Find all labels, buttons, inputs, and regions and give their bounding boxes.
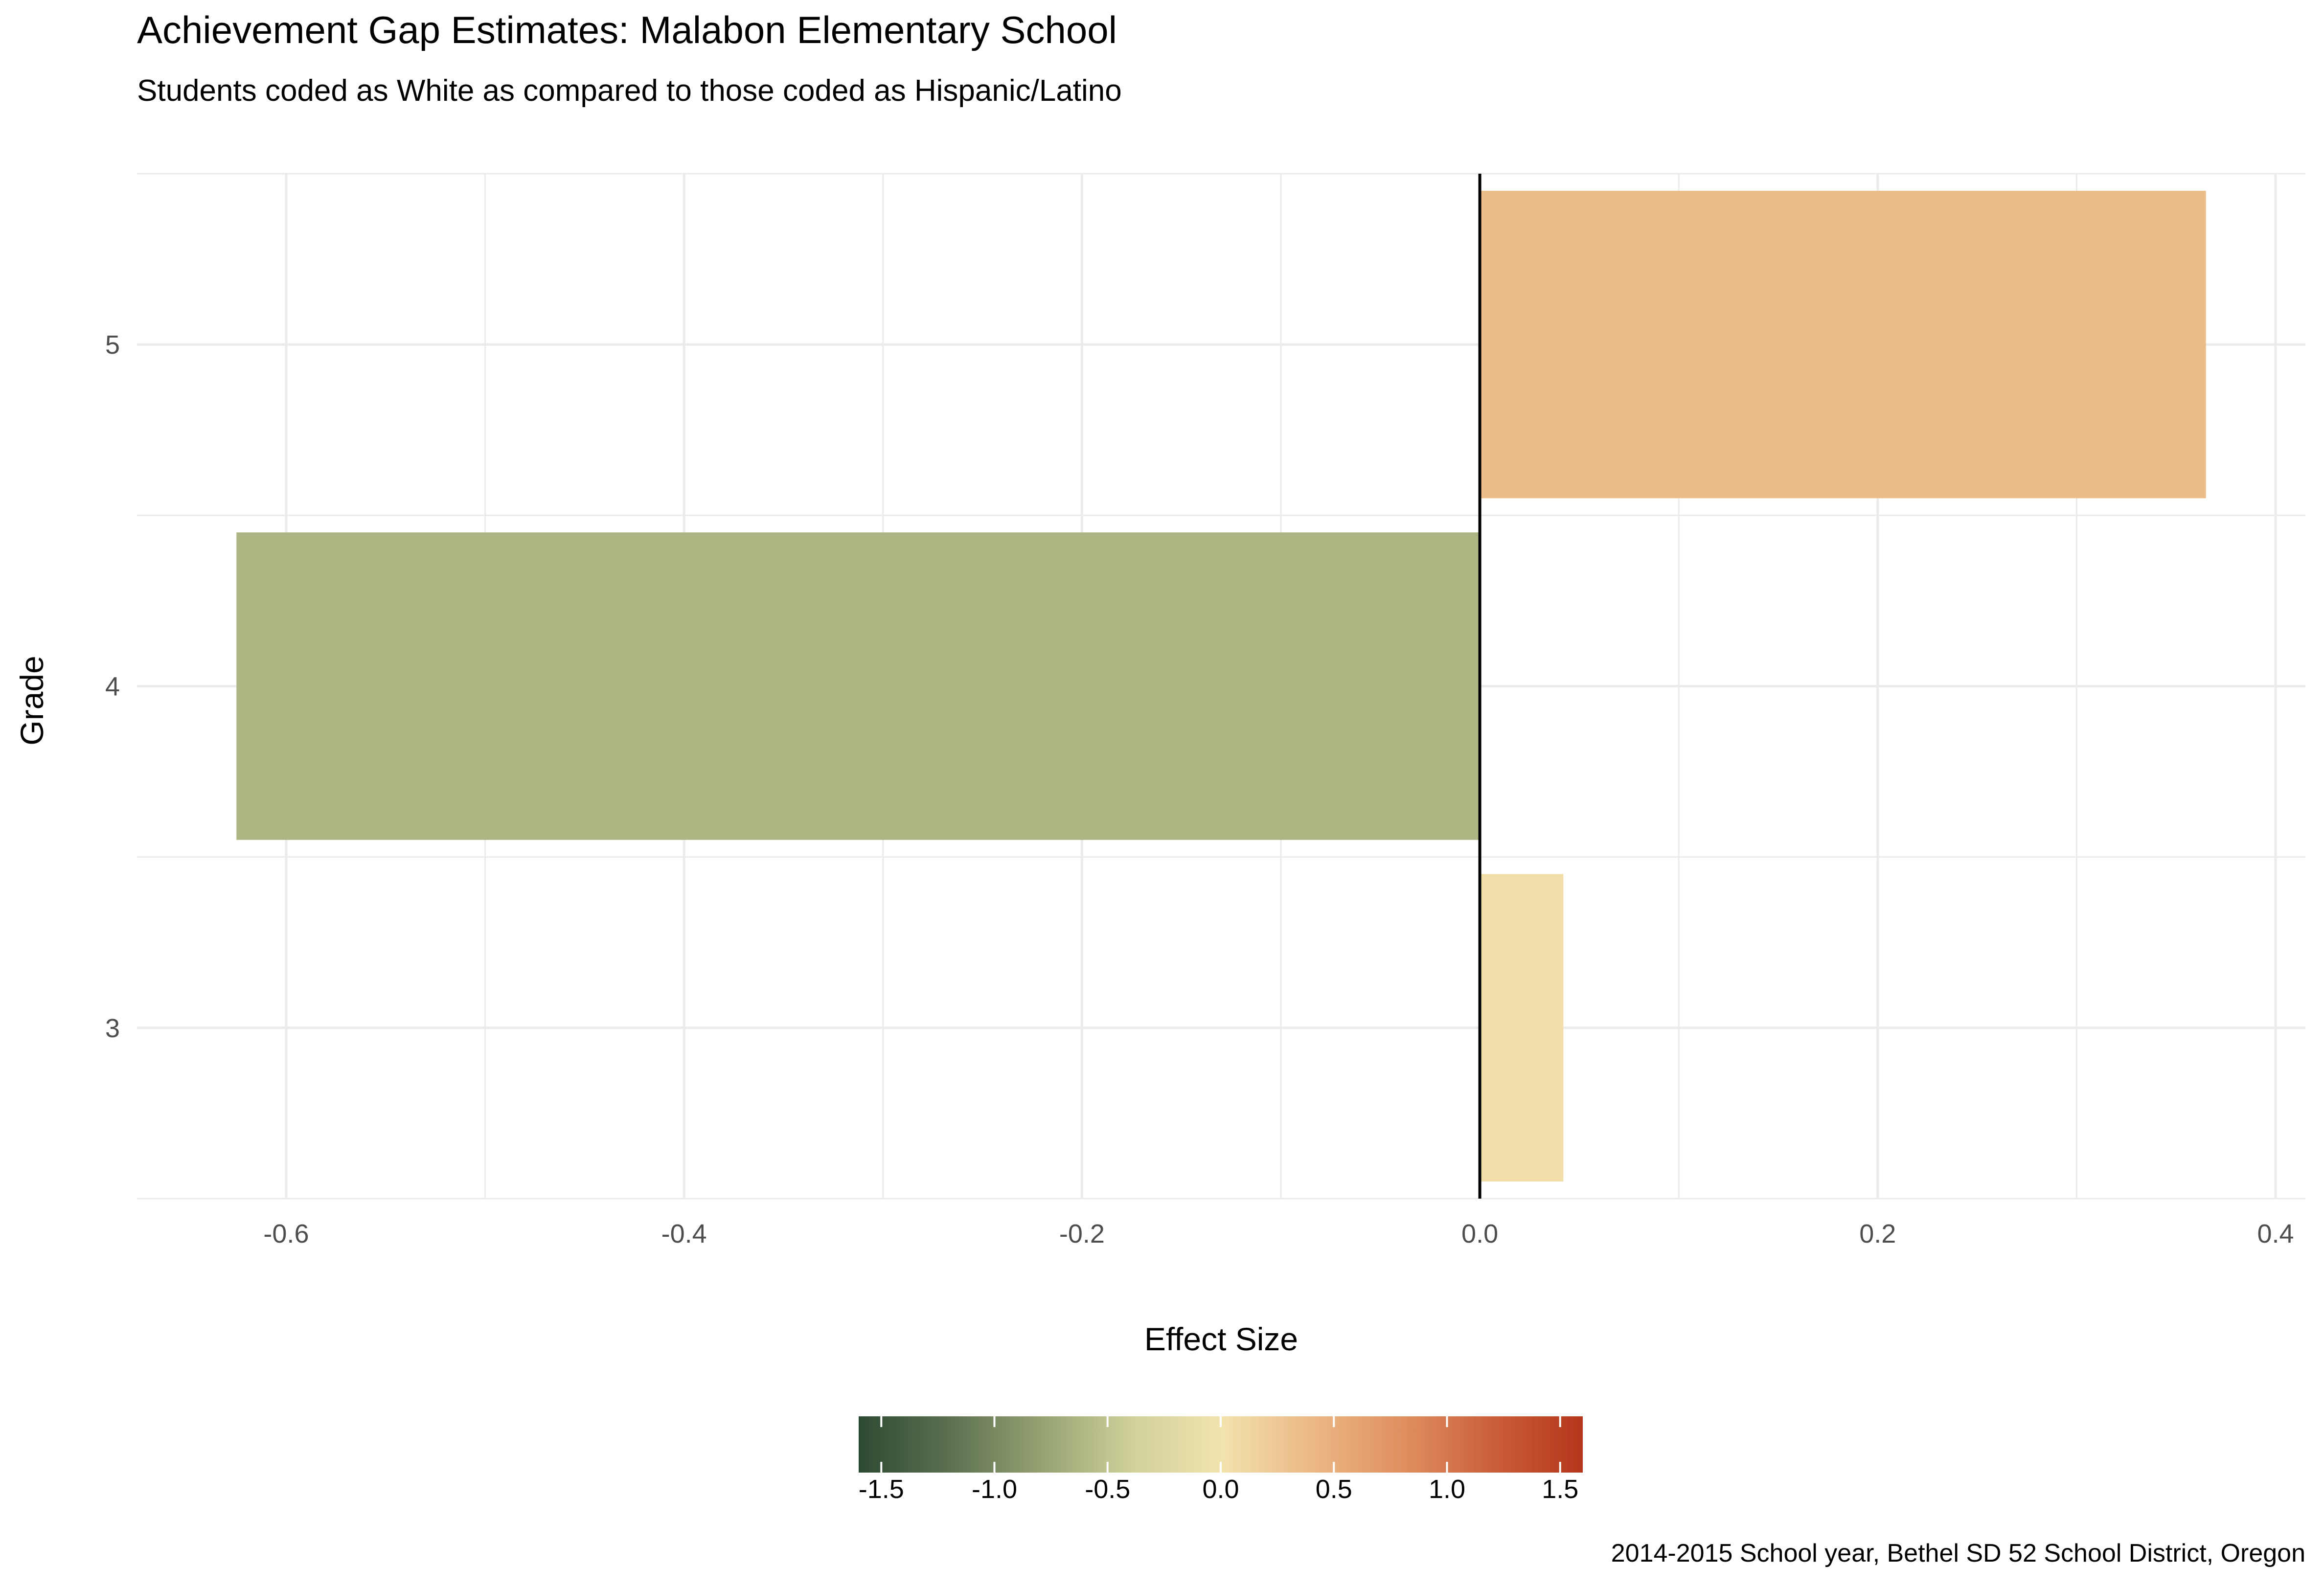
colorbar-tick-label: 1.5 [1542, 1475, 1578, 1504]
bars [236, 190, 2206, 1182]
colorbar-tick-label: 0.5 [1316, 1475, 1352, 1504]
x-tick-label: 0.2 [1859, 1219, 1896, 1249]
colorbar-tick-label: 0.0 [1202, 1475, 1239, 1504]
bar-grade-3 [1480, 874, 1564, 1182]
colorbar-tick-label: -1.0 [972, 1475, 1017, 1504]
bar-grade-4 [236, 532, 1480, 840]
y-tick-label: 4 [105, 672, 120, 702]
colorbar-tick-label: -1.5 [859, 1475, 904, 1504]
y-tick-label: 3 [105, 1014, 120, 1043]
x-axis-label: Effect Size [1144, 1321, 1298, 1357]
x-tick-label: -0.2 [1059, 1219, 1105, 1249]
x-tick-label: -0.4 [661, 1219, 707, 1249]
chart-subtitle: Students coded as White as compared to t… [137, 74, 1122, 108]
x-tick-label: 0.0 [1461, 1219, 1498, 1249]
y-tick-label: 5 [105, 330, 120, 360]
x-tick-label: 0.4 [2257, 1219, 2294, 1249]
chart-caption: 2014-2015 School year, Bethel SD 52 Scho… [1611, 1539, 2305, 1567]
colorbar-tick-label: 1.0 [1429, 1475, 1465, 1504]
chart-title: Achievement Gap Estimates: Malabon Eleme… [137, 8, 1117, 51]
x-axis-ticks: -0.6 -0.4 -0.2 0.0 0.2 0.4 [263, 1219, 2294, 1249]
color-legend: -1.5 -1.0 -0.5 0.0 0.5 1.0 1.5 [859, 1416, 1583, 1504]
y-axis-ticks: 3 4 5 [105, 330, 120, 1043]
colorbar-tick-label: -0.5 [1085, 1475, 1130, 1504]
x-tick-label: -0.6 [263, 1219, 309, 1249]
y-axis-label: Grade [14, 656, 50, 745]
bar-grade-5 [1480, 190, 2206, 499]
